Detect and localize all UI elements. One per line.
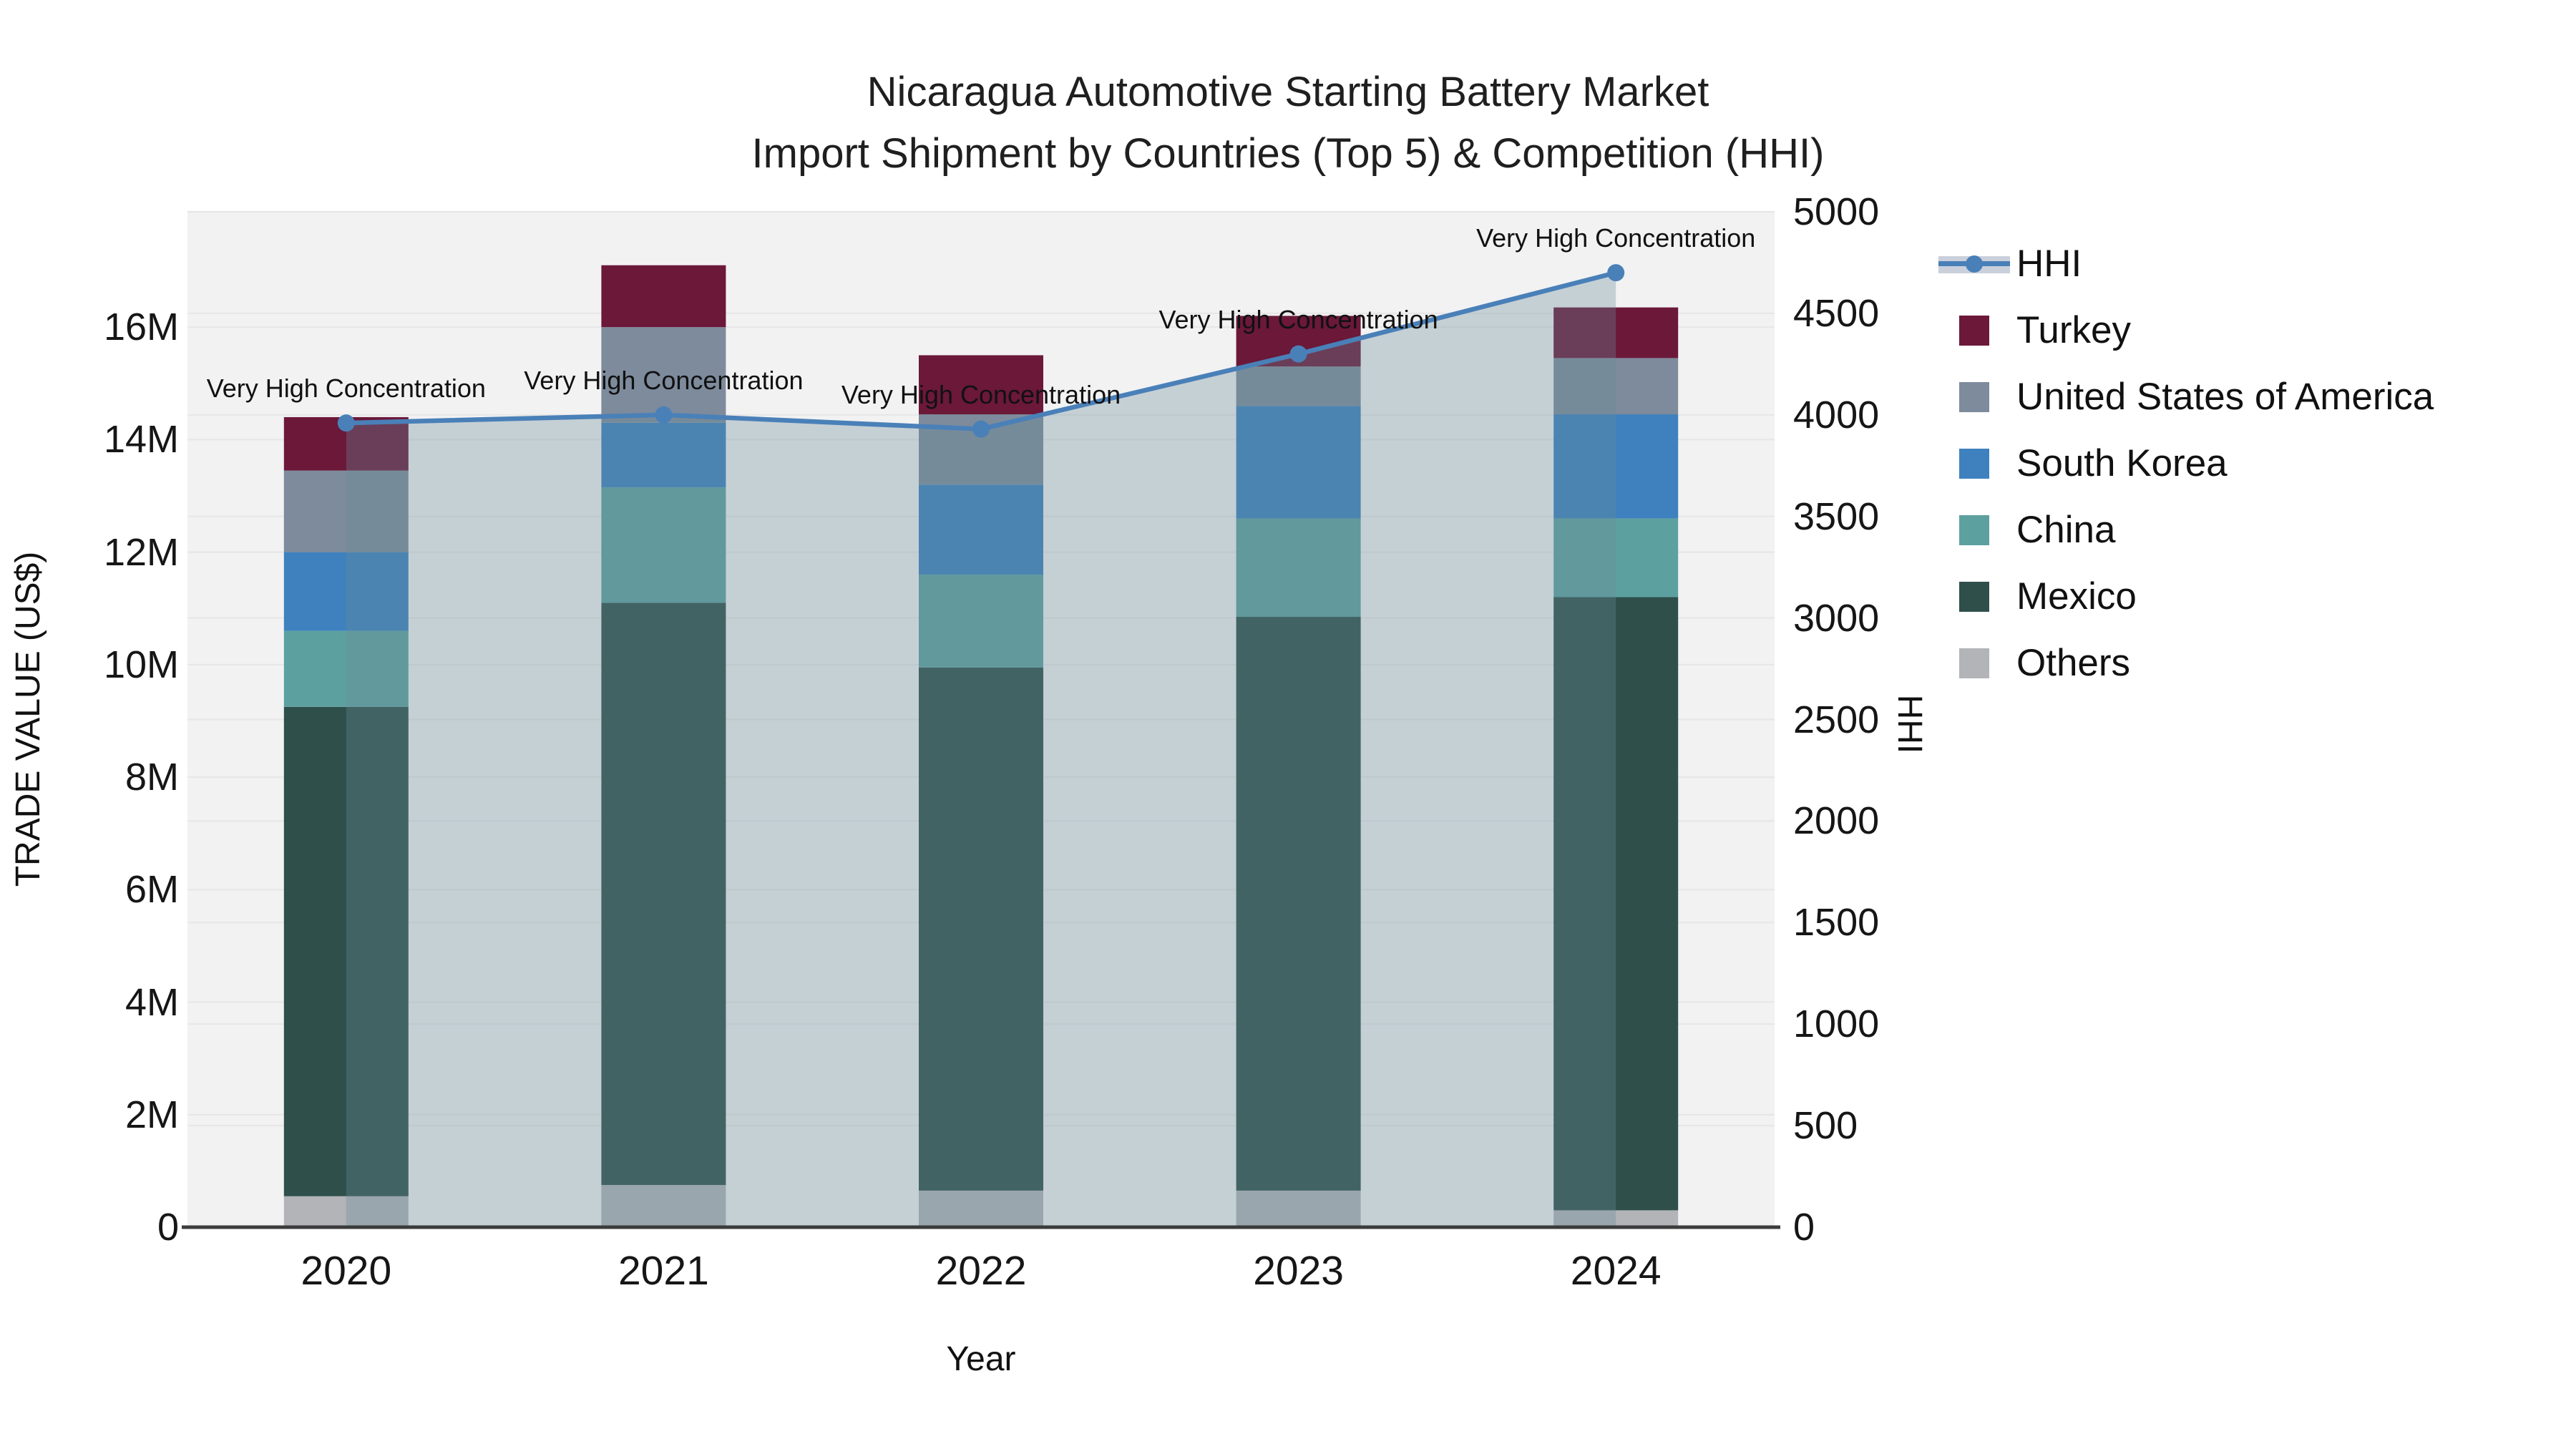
annotation-2022: Very High Concentration <box>841 379 1121 409</box>
bar-segment-2022-mexico[interactable] <box>919 667 1043 1191</box>
annotation-2024: Very High Concentration <box>1476 223 1756 253</box>
bar-segment-2020-others[interactable] <box>283 1196 409 1227</box>
y-left-tick-10M: 10M <box>103 643 179 686</box>
y-left-tick-16M: 16M <box>103 306 179 349</box>
bar-segment-2021-south-korea[interactable] <box>601 422 726 488</box>
bar-segment-2021-others[interactable] <box>601 1185 726 1227</box>
y-right-tick-1000: 1000 <box>1793 1002 1880 1046</box>
x-tick-2023: 2023 <box>1253 1248 1344 1294</box>
legend-label: Mexico <box>2016 575 2137 618</box>
legend-swatch-cell <box>1932 648 2016 678</box>
bar-segment-2023-south-korea[interactable] <box>1236 406 1361 519</box>
legend-color-swatch-others <box>1959 648 1989 678</box>
y-right-tick-1500: 1500 <box>1793 901 1880 945</box>
hhi-marker-2020[interactable] <box>337 414 355 432</box>
y-right-tick-3000: 3000 <box>1793 596 1880 640</box>
chart-title-line1: Nicaragua Automotive Starting Battery Ma… <box>867 69 1709 115</box>
legend-swatch-cell <box>1932 250 2016 278</box>
bar-segment-2024-others[interactable] <box>1553 1210 1679 1227</box>
y-right-tick-5000: 5000 <box>1793 190 1880 233</box>
y-axis-title-right: HHI <box>1890 694 1928 754</box>
bar-segment-2023-china[interactable] <box>1236 518 1361 618</box>
y-right-tick-2500: 2500 <box>1793 698 1880 741</box>
y-left-tick-8M: 8M <box>125 756 179 799</box>
legend-label: United States of America <box>2016 376 2434 418</box>
hhi-fill-band <box>346 273 1616 1227</box>
legend-swatch-cell <box>1932 315 2016 346</box>
legend-item-others[interactable]: Others <box>1932 630 2434 696</box>
legend-color-swatch-mexico <box>1959 581 1989 612</box>
chart-title-line2: Import Shipment by Countries (Top 5) & C… <box>751 130 1825 177</box>
bar-segment-2020-mexico[interactable] <box>283 706 409 1196</box>
hhi-line-swatch-icon <box>1938 250 2010 278</box>
hhi-marker-2022[interactable] <box>972 420 990 438</box>
y-right-tick-3500: 3500 <box>1793 494 1880 538</box>
bar-segment-2024-united-states-of-america[interactable] <box>1553 358 1679 415</box>
bar-segment-2024-turkey[interactable] <box>1553 307 1679 358</box>
legend-item-china[interactable]: China <box>1932 497 2434 563</box>
y-right-tick-4500: 4500 <box>1793 291 1880 335</box>
bar-segment-2023-mexico[interactable] <box>1236 617 1361 1191</box>
bar-segment-2020-south-korea[interactable] <box>283 552 409 631</box>
hhi-marker-2024[interactable] <box>1607 264 1625 282</box>
legend-label: South Korea <box>2016 442 2228 484</box>
legend-swatch-cell <box>1932 581 2016 612</box>
x-tick-2022: 2022 <box>935 1248 1027 1294</box>
bar-segment-2022-china[interactable] <box>919 575 1043 668</box>
legend-label: China <box>2016 509 2116 551</box>
y-right-tick-0: 0 <box>1793 1206 1815 1249</box>
legend-label: HHI <box>2016 243 2082 285</box>
legend-swatch-cell <box>1932 514 2016 545</box>
legend-item-hhi[interactable]: HHI <box>1932 230 2434 297</box>
bar-segment-2022-south-korea[interactable] <box>919 484 1043 575</box>
y-left-tick-12M: 12M <box>103 530 179 574</box>
y-right-tick-500: 500 <box>1793 1104 1858 1148</box>
bar-segment-2021-mexico[interactable] <box>601 602 726 1186</box>
x-tick-2021: 2021 <box>618 1248 709 1294</box>
legend-color-swatch-south-korea <box>1959 448 1989 479</box>
y-left-tick-4M: 4M <box>125 980 179 1024</box>
hhi-line-dot-swatch <box>1966 255 1983 273</box>
x-axis-title: Year <box>946 1340 1016 1378</box>
bar-segment-2024-china[interactable] <box>1553 518 1679 597</box>
bar-segment-2020-china[interactable] <box>283 630 409 707</box>
legend: HHI Turkey United States of America South K… <box>1932 230 2434 696</box>
bar-segment-2023-united-states-of-america[interactable] <box>1236 366 1361 406</box>
bar-segment-2020-united-states-of-america[interactable] <box>283 470 409 552</box>
bar-segment-2024-mexico[interactable] <box>1553 597 1679 1211</box>
bar-segment-2022-others[interactable] <box>919 1190 1043 1227</box>
legend-color-swatch-turkey <box>1959 315 1989 346</box>
bar-segment-2022-turkey[interactable] <box>919 355 1043 415</box>
legend-item-mexico[interactable]: Mexico <box>1932 563 2434 630</box>
hhi-marker-2023[interactable] <box>1289 345 1307 363</box>
legend-label: Others <box>2016 642 2131 684</box>
bar-segment-2021-turkey[interactable] <box>601 265 726 328</box>
y-left-tick-14M: 14M <box>103 418 179 462</box>
legend-swatch-cell <box>1932 381 2016 412</box>
y-right-tick-4000: 4000 <box>1793 393 1880 436</box>
y-left-tick-0: 0 <box>157 1206 179 1249</box>
y-right-tick-2000: 2000 <box>1793 799 1880 843</box>
annotation-2021: Very High Concentration <box>524 365 804 395</box>
legend-item-south-korea[interactable]: South Korea <box>1932 430 2434 497</box>
annotation-2020: Very High Concentration <box>206 374 486 404</box>
y-left-tick-6M: 6M <box>125 868 179 912</box>
legend-item-united-states-of-america[interactable]: United States of America <box>1932 364 2434 430</box>
legend-label: Turkey <box>2016 309 2132 351</box>
legend-color-swatch-china <box>1959 514 1989 545</box>
legend-swatch-cell <box>1932 448 2016 479</box>
annotation-2023: Very High Concentration <box>1158 304 1438 334</box>
legend-item-turkey[interactable]: Turkey <box>1932 297 2434 364</box>
bar-segment-2023-others[interactable] <box>1236 1190 1361 1227</box>
x-tick-2024: 2024 <box>1570 1248 1662 1294</box>
y-left-tick-2M: 2M <box>125 1093 179 1136</box>
legend-color-swatch-united-states-of-america <box>1959 381 1989 412</box>
x-tick-2020: 2020 <box>301 1248 392 1294</box>
bar-segment-2024-south-korea[interactable] <box>1553 414 1679 519</box>
y-axis-title-left: TRADE VALUE (US$) <box>9 551 47 887</box>
hhi-marker-2021[interactable] <box>655 406 673 424</box>
bar-segment-2021-china[interactable] <box>601 487 726 603</box>
